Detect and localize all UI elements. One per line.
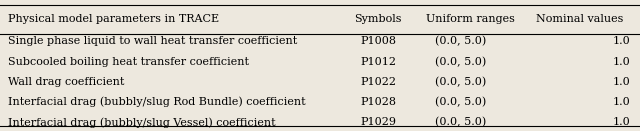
Text: 1.0: 1.0 <box>612 97 630 107</box>
Text: P1029: P1029 <box>360 118 396 127</box>
Text: P1028: P1028 <box>360 97 396 107</box>
Text: (0.0, 5.0): (0.0, 5.0) <box>435 77 486 87</box>
Text: 1.0: 1.0 <box>612 77 630 87</box>
Text: (0.0, 5.0): (0.0, 5.0) <box>435 56 486 67</box>
Text: Interfacial drag (bubbly/slug Rod Bundle) coefficient: Interfacial drag (bubbly/slug Rod Bundle… <box>8 97 305 107</box>
Text: Physical model parameters in TRACE: Physical model parameters in TRACE <box>8 14 219 24</box>
Text: (0.0, 5.0): (0.0, 5.0) <box>435 97 486 107</box>
Text: Uniform ranges: Uniform ranges <box>426 14 515 24</box>
Text: Symbols: Symbols <box>354 14 401 24</box>
Text: 1.0: 1.0 <box>612 118 630 127</box>
Text: Nominal values: Nominal values <box>536 14 624 24</box>
Text: P1008: P1008 <box>360 36 396 46</box>
Text: (0.0, 5.0): (0.0, 5.0) <box>435 36 486 46</box>
Text: P1012: P1012 <box>360 57 396 67</box>
Text: Wall drag coefficient: Wall drag coefficient <box>8 77 124 87</box>
Text: (0.0, 5.0): (0.0, 5.0) <box>435 117 486 128</box>
Text: P1022: P1022 <box>360 77 396 87</box>
Text: Single phase liquid to wall heat transfer coefficient: Single phase liquid to wall heat transfe… <box>8 36 297 46</box>
Text: Interfacial drag (bubbly/slug Vessel) coefficient: Interfacial drag (bubbly/slug Vessel) co… <box>8 117 275 128</box>
Text: 1.0: 1.0 <box>612 36 630 46</box>
Text: Subcooled boiling heat transfer coefficient: Subcooled boiling heat transfer coeffici… <box>8 57 249 67</box>
Text: 1.0: 1.0 <box>612 57 630 67</box>
